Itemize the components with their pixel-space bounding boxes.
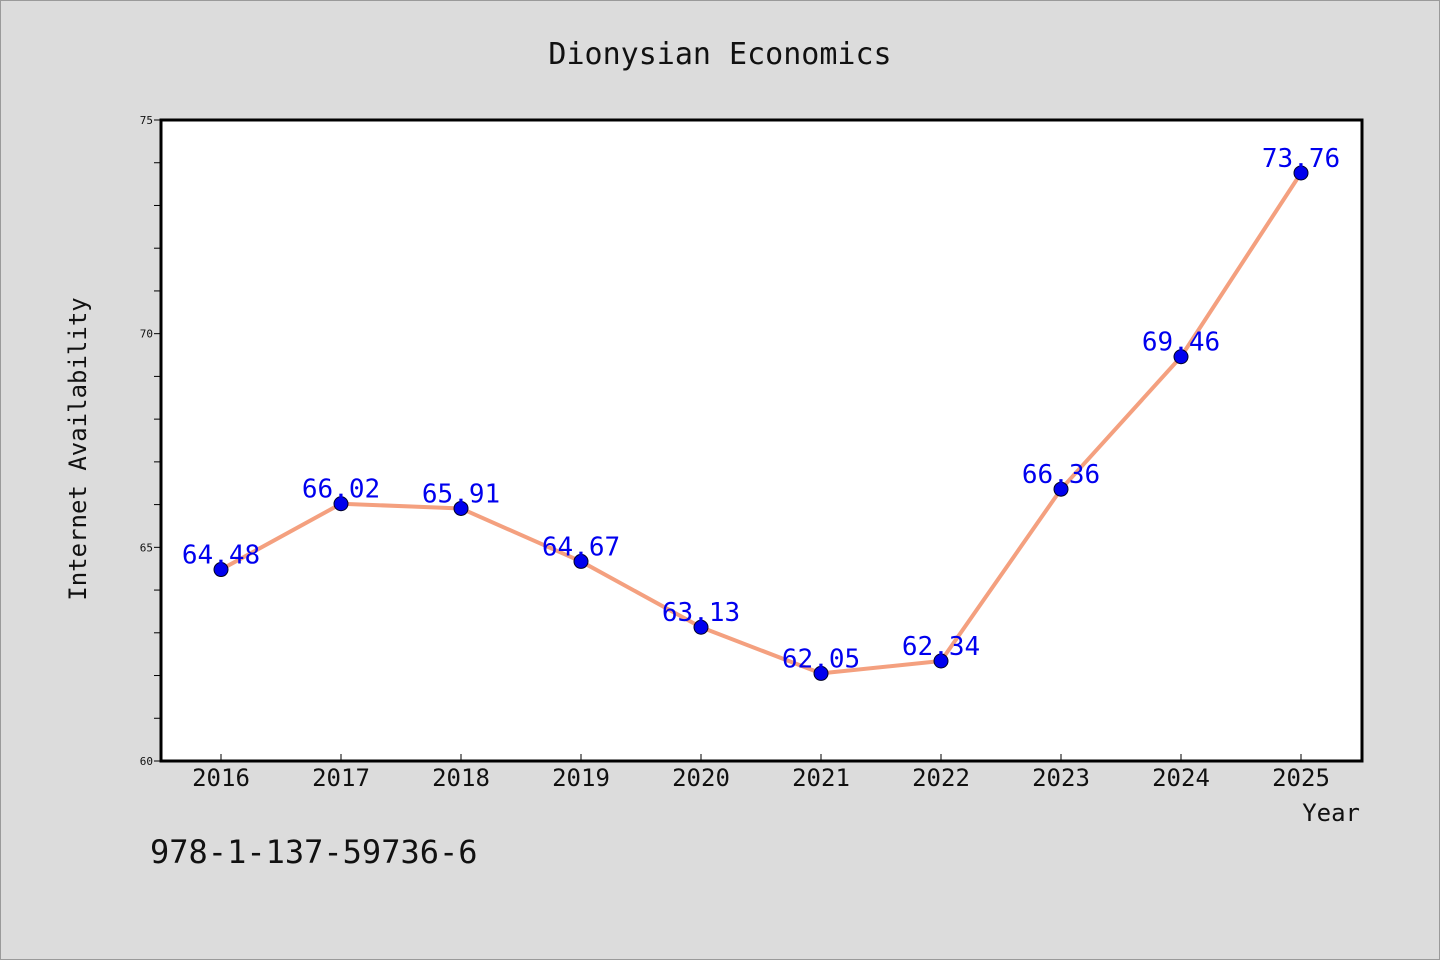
y-tick-label: 60 bbox=[140, 755, 153, 768]
data-point bbox=[453, 500, 469, 516]
plot-border bbox=[159, 118, 1364, 763]
data-point bbox=[213, 562, 229, 578]
data-label: 66.02 bbox=[302, 475, 380, 505]
y-tick-label: 65 bbox=[140, 541, 153, 554]
series-line bbox=[220, 171, 1303, 676]
data-label: 62.05 bbox=[782, 644, 860, 674]
x-tick-label: 2022 bbox=[912, 764, 970, 792]
x-tick-label: 2020 bbox=[672, 764, 730, 792]
x-tick-label: 2025 bbox=[1272, 764, 1330, 792]
data-label: 66.36 bbox=[1022, 460, 1100, 490]
y-tick-label: 75 bbox=[140, 114, 153, 127]
isbn-text: 978-1-137-59736-6 bbox=[150, 833, 478, 871]
data-point bbox=[573, 553, 589, 569]
data-label: 69.46 bbox=[1142, 328, 1220, 358]
x-tick-label: 2021 bbox=[792, 764, 850, 792]
x-tick-label: 2024 bbox=[1152, 764, 1210, 792]
y-axis-label: Internet Availability bbox=[64, 297, 92, 600]
data-labels: 64.48 66.02 65.91 64.67 63.13 62.05 62.34 66.36… bbox=[182, 144, 1340, 674]
data-label: 65.91 bbox=[422, 479, 500, 509]
x-tick-label: 2017 bbox=[312, 764, 370, 792]
data-point bbox=[1173, 349, 1189, 365]
y-tick-label: 70 bbox=[140, 328, 153, 341]
data-label: 73.76 bbox=[1262, 144, 1340, 174]
x-tick-label: 2023 bbox=[1032, 764, 1090, 792]
data-label: 62.34 bbox=[902, 632, 980, 662]
data-point bbox=[1293, 165, 1309, 181]
x-tick-label: 2018 bbox=[432, 764, 490, 792]
data-point bbox=[933, 653, 949, 669]
x-axis-label: Year bbox=[1302, 799, 1360, 827]
chart-title: Dionysian Economics bbox=[548, 37, 891, 72]
x-tick-label: 2019 bbox=[552, 764, 610, 792]
plot-area bbox=[161, 120, 1362, 761]
data-point bbox=[693, 619, 709, 635]
data-point bbox=[1053, 481, 1069, 497]
data-label: 64.48 bbox=[182, 541, 260, 571]
data-point bbox=[813, 665, 829, 681]
y-axis: 60 65 70 75 bbox=[140, 114, 161, 768]
x-tick-label: 2016 bbox=[192, 764, 250, 792]
data-point bbox=[333, 496, 349, 512]
x-axis: 2016 2017 2018 2019 2020 2021 2022 2023 2024 2025 bbox=[192, 754, 1330, 792]
data-label: 64.67 bbox=[542, 532, 620, 562]
series-markers bbox=[213, 165, 1309, 681]
data-label: 63.13 bbox=[662, 598, 740, 628]
